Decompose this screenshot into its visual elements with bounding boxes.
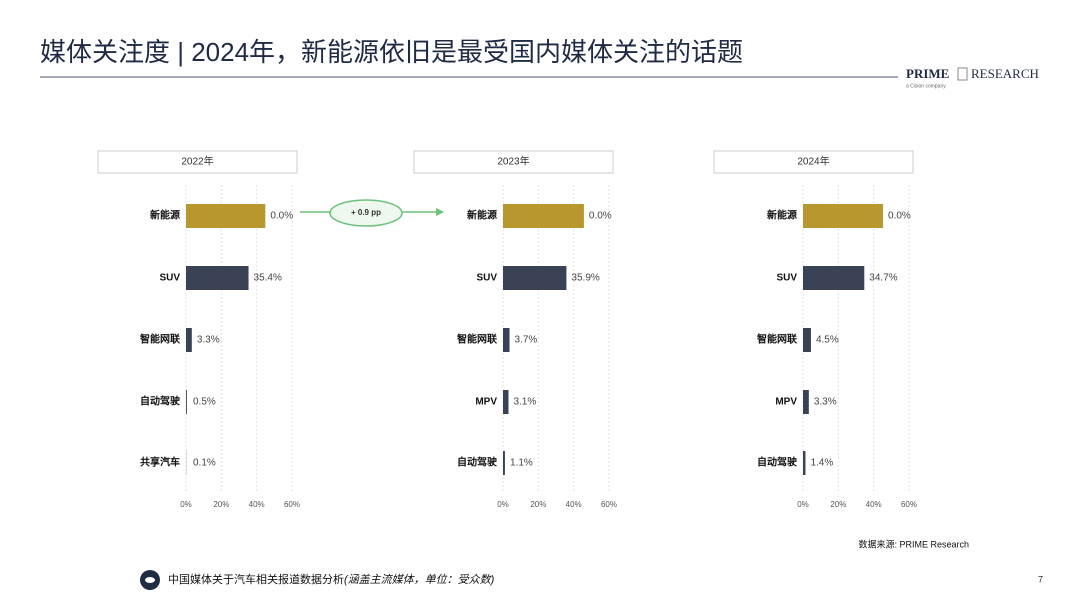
arrow-head [436, 208, 444, 216]
bar [186, 266, 249, 290]
annotation: + 0.9 pp [351, 208, 381, 217]
category-label: 共享汽车 [140, 456, 180, 469]
x-tick-label: 60% [601, 500, 617, 509]
chart-title-box [413, 150, 614, 174]
category-label: SUV [776, 273, 797, 284]
category-label: MPV [475, 397, 497, 408]
bar-label: 1.4% [810, 458, 833, 469]
logo-icon [957, 67, 968, 81]
category-label: 自动驾驶 [457, 456, 497, 469]
footer-note: (涵盖主流媒体，单位：受众数) [344, 573, 495, 586]
bar [803, 390, 809, 414]
x-tick-label: 0% [497, 500, 509, 509]
x-tick-label: 20% [830, 500, 846, 509]
bar-label: 35.9% [571, 273, 599, 284]
footer-main: 中国媒体关于汽车相关报道数据分析 [168, 572, 344, 586]
source: 数据来源: PRIME Research [858, 538, 969, 549]
logo-name2: RESEARCH [971, 66, 1039, 81]
bar-label: 0.0% [888, 211, 911, 222]
bar [186, 390, 187, 414]
bar [803, 266, 865, 290]
x-tick-label: 0% [180, 500, 192, 509]
bar [186, 204, 266, 228]
chart-title-box [97, 150, 298, 174]
bar [503, 328, 510, 352]
bar-label: 0.1% [193, 458, 216, 469]
logo-tagline: a Cision company [906, 83, 946, 89]
x-tick-label: 40% [866, 500, 882, 509]
chart-title: 2023年 [497, 155, 529, 168]
bar [186, 328, 192, 352]
x-tick-label: 40% [249, 500, 265, 509]
bar-label: 35.4% [254, 273, 282, 284]
chart-title: 2022年 [181, 155, 213, 168]
x-tick-label: 20% [530, 500, 546, 509]
category-label: 自动驾驶 [757, 456, 797, 469]
bar [503, 390, 509, 414]
bar-label: 3.3% [197, 335, 220, 346]
x-tick-label: 20% [213, 500, 229, 509]
bar-label: 34.7% [869, 273, 897, 284]
bar-label: 0.0% [270, 211, 293, 222]
bar-label: 0.0% [589, 211, 612, 222]
bar-label: 3.3% [814, 397, 837, 408]
footer-icon-eye [145, 577, 155, 583]
page-number: 7 [1038, 574, 1043, 584]
logo-name: PRIME [906, 66, 949, 81]
x-tick-label: 60% [901, 500, 917, 509]
header-title: 媒体关注度 | 2024年，新能源依旧是最受国内媒体关注的话题 [40, 37, 743, 67]
bar-label: 3.1% [513, 397, 536, 408]
bar-label: 1.1% [510, 458, 533, 469]
bar-label: 3.7% [515, 335, 538, 346]
category-label: 新能源 [767, 209, 797, 222]
category-label: MPV [775, 397, 797, 408]
category-label: 智能网联 [140, 333, 180, 346]
bar [503, 266, 567, 290]
category-label: 智能网联 [757, 333, 797, 346]
category-label: 智能网联 [457, 333, 497, 346]
bar [803, 328, 811, 352]
x-tick-label: 60% [284, 500, 300, 509]
x-tick-label: 40% [566, 500, 582, 509]
footer-text: 中国媒体关于汽车相关报道数据分析(涵盖主流媒体，单位：受众数) [168, 572, 495, 586]
category-label: SUV [159, 273, 180, 284]
category-label: 自动驾驶 [140, 395, 180, 408]
bar-label: 4.5% [816, 335, 839, 346]
chart-title: 2024年 [797, 155, 829, 168]
category-label: SUV [476, 273, 497, 284]
x-tick-label: 0% [797, 500, 809, 509]
bar [503, 204, 584, 228]
chart-title-box [713, 150, 914, 174]
bar-label: 0.5% [193, 397, 216, 408]
bar [803, 204, 884, 228]
category-label: 新能源 [150, 209, 180, 222]
bar [803, 451, 806, 475]
category-label: 新能源 [467, 209, 497, 222]
bar [503, 451, 505, 475]
annotation-bubble [329, 199, 403, 227]
